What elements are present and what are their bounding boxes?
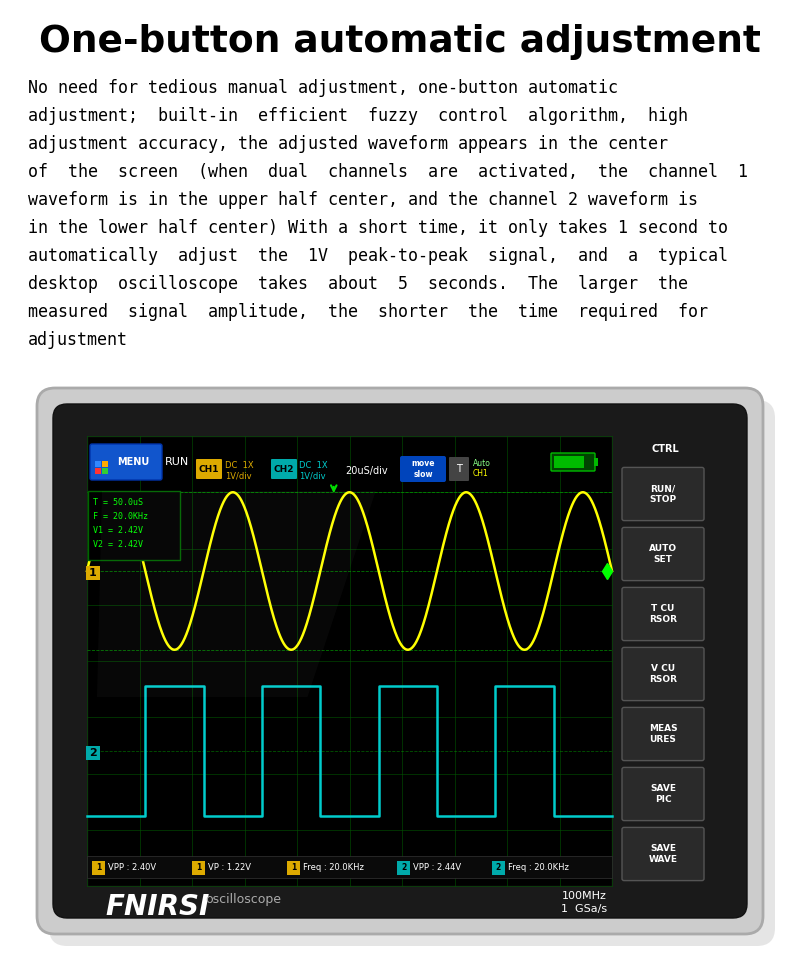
FancyBboxPatch shape <box>622 587 704 641</box>
Text: FNIRSI: FNIRSI <box>105 893 210 921</box>
Text: adjustment accuracy, the adjusted waveform appears in the center: adjustment accuracy, the adjusted wavefo… <box>28 135 668 153</box>
Bar <box>95 461 101 467</box>
Bar <box>287 861 300 875</box>
Bar <box>95 468 101 474</box>
FancyBboxPatch shape <box>90 444 162 480</box>
Text: automatically  adjust  the  1V  peak-to-peak  signal,  and  a  typical: automatically adjust the 1V peak-to-peak… <box>28 247 728 265</box>
Text: 2: 2 <box>496 864 501 873</box>
Text: SAVE
WAVE: SAVE WAVE <box>649 844 678 864</box>
Text: SAVE
PIC: SAVE PIC <box>650 784 676 804</box>
FancyBboxPatch shape <box>400 456 446 482</box>
Text: measured  signal  amplitude,  the  shorter  the  time  required  for: measured signal amplitude, the shorter t… <box>28 303 708 321</box>
Text: CTRL: CTRL <box>651 444 679 454</box>
Text: V CU
RSOR: V CU RSOR <box>649 664 677 684</box>
Text: adjustment: adjustment <box>28 331 128 349</box>
FancyBboxPatch shape <box>196 459 222 479</box>
Text: MENU: MENU <box>117 457 149 467</box>
Text: 2: 2 <box>89 748 97 758</box>
Text: CH1: CH1 <box>198 465 219 473</box>
Bar <box>102 468 108 474</box>
Text: 2: 2 <box>401 864 406 873</box>
Text: 1V/div: 1V/div <box>299 471 326 480</box>
Text: 1: 1 <box>89 568 97 578</box>
Text: move
slow: move slow <box>411 460 434 478</box>
Bar <box>87 856 612 878</box>
Bar <box>397 861 410 875</box>
Text: MEAS
URES: MEAS URES <box>649 725 678 744</box>
Bar <box>554 456 584 468</box>
Text: 1  GSa/s: 1 GSa/s <box>561 904 607 914</box>
Text: CH2: CH2 <box>274 465 294 473</box>
FancyBboxPatch shape <box>622 768 704 821</box>
Text: 100MHz: 100MHz <box>562 891 607 901</box>
Text: 1V/div: 1V/div <box>225 471 252 480</box>
Bar <box>102 461 108 467</box>
Text: adjustment;  built-in  efficient  fuzzy  control  algorithm,  high: adjustment; built-in efficient fuzzy con… <box>28 107 688 125</box>
Text: DC  1X: DC 1X <box>225 462 254 470</box>
Text: VPP : 2.44V: VPP : 2.44V <box>413 864 461 873</box>
Bar <box>87 436 612 886</box>
Bar <box>594 458 598 466</box>
FancyBboxPatch shape <box>622 707 704 761</box>
FancyBboxPatch shape <box>53 404 747 918</box>
Text: 20uS/div: 20uS/div <box>346 466 388 476</box>
Text: VP : 1.22V: VP : 1.22V <box>208 864 251 873</box>
FancyBboxPatch shape <box>271 459 297 479</box>
Text: AUTO
SET: AUTO SET <box>649 544 677 564</box>
FancyBboxPatch shape <box>622 827 704 880</box>
FancyBboxPatch shape <box>622 648 704 700</box>
Bar <box>492 861 505 875</box>
Text: V2 = 2.42V: V2 = 2.42V <box>93 540 143 549</box>
FancyBboxPatch shape <box>37 388 763 934</box>
Text: Freq : 20.0KHz: Freq : 20.0KHz <box>303 864 364 873</box>
Text: T = 50.0uS: T = 50.0uS <box>93 498 143 507</box>
Text: in the lower half center) With a short time, it only takes 1 second to: in the lower half center) With a short t… <box>28 219 728 237</box>
Text: oscilloscope: oscilloscope <box>205 893 281 906</box>
Text: No need for tedious manual adjustment, one-button automatic: No need for tedious manual adjustment, o… <box>28 79 618 97</box>
Text: V1 = 2.42V: V1 = 2.42V <box>93 526 143 535</box>
Text: 1: 1 <box>196 864 201 873</box>
Bar <box>92 861 105 875</box>
Text: VPP : 2.40V: VPP : 2.40V <box>108 864 156 873</box>
Text: desktop  oscilloscope  takes  about  5  seconds.  The  larger  the: desktop oscilloscope takes about 5 secon… <box>28 275 688 293</box>
Text: of  the  screen  (when  dual  channels  are  activated,  the  channel  1: of the screen (when dual channels are ac… <box>28 163 748 181</box>
FancyBboxPatch shape <box>449 457 469 481</box>
FancyBboxPatch shape <box>88 491 180 560</box>
Text: CH1: CH1 <box>473 469 489 478</box>
Text: Auto: Auto <box>473 459 491 468</box>
Text: Freq : 20.0KHz: Freq : 20.0KHz <box>508 864 569 873</box>
Text: 1: 1 <box>291 864 296 873</box>
Text: 1: 1 <box>96 864 101 873</box>
FancyBboxPatch shape <box>622 527 704 581</box>
Text: T CU
RSOR: T CU RSOR <box>649 604 677 623</box>
Bar <box>86 566 100 580</box>
Text: RUN/
STOP: RUN/ STOP <box>650 484 677 504</box>
Text: One-button automatic adjustment: One-button automatic adjustment <box>39 24 761 60</box>
Bar <box>192 861 205 875</box>
FancyBboxPatch shape <box>622 468 704 520</box>
FancyBboxPatch shape <box>551 453 595 471</box>
Text: F = 20.0KHz: F = 20.0KHz <box>93 512 148 521</box>
FancyBboxPatch shape <box>49 400 775 946</box>
Text: RUN: RUN <box>165 457 189 467</box>
Text: DC  1X: DC 1X <box>299 462 328 470</box>
Text: T: T <box>456 464 462 474</box>
Text: waveform is in the upper half center, and the channel 2 waveform is: waveform is in the upper half center, an… <box>28 191 698 209</box>
Bar <box>86 746 100 760</box>
